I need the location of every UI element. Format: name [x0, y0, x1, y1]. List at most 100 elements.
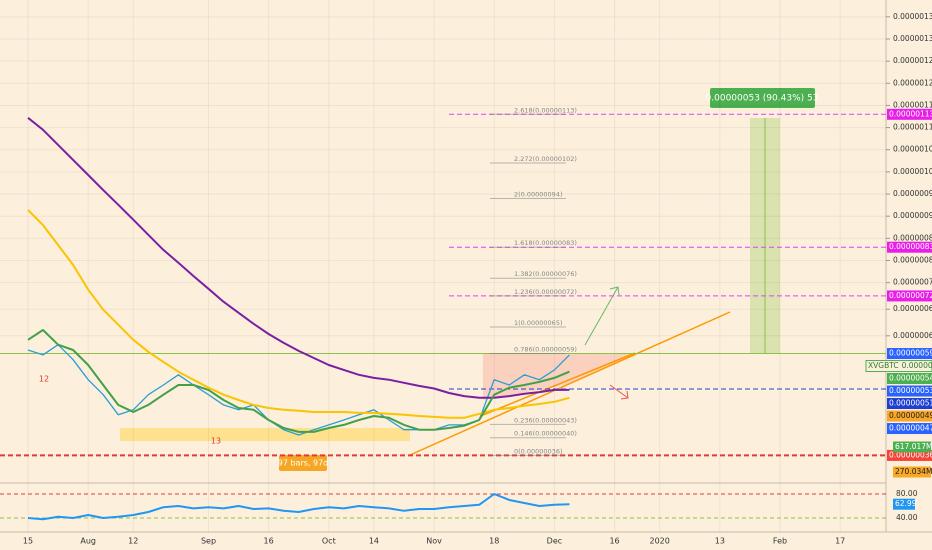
x-tick-label: 16 — [264, 537, 274, 546]
fib-label: 0.146(0.00000040) — [514, 430, 577, 438]
price-flag-value: 0.00000113 — [889, 109, 932, 118]
rsi-flag-box — [893, 498, 915, 510]
bars-range-label: 97 bars, 97d — [278, 459, 329, 468]
fib-label: 2(0.00000094) — [514, 190, 563, 198]
price-flag-box — [887, 241, 932, 253]
volume-flag-box — [893, 466, 931, 478]
price-flag-box — [887, 398, 932, 410]
arrow-down — [609, 384, 629, 399]
trend-line — [482, 352, 636, 416]
price-flag-label: 0.00000054 — [889, 374, 932, 383]
series-line — [27, 209, 570, 419]
price-flag-box — [887, 423, 932, 435]
fib-label: 1.382(0.00000076) — [514, 270, 577, 278]
price-flag-value: 0.00000036 — [889, 450, 932, 459]
price-flag-box — [887, 348, 932, 360]
price-flag: 0.00000113 — [887, 108, 932, 120]
x-tick-label: 17 — [835, 537, 845, 546]
x-tick-label: Oct — [322, 537, 336, 546]
price-flag-value: 0.00000083 — [889, 242, 932, 251]
marker: 12 — [39, 375, 49, 384]
price-flag-value: 0.00000059 — [889, 349, 932, 358]
price-flag-label: 0.00000053 — [889, 386, 932, 395]
y2-tick-label: 40.00 — [896, 513, 918, 522]
x-tick-label: Dec — [547, 537, 562, 546]
arrow-head — [620, 390, 629, 400]
price-flag: 0.00000036 — [887, 449, 932, 461]
marker: 13 — [211, 437, 221, 446]
price-flag-label: 0.00000051 — [889, 399, 932, 408]
price-flag-value: 0.00000059 — [902, 361, 932, 370]
y-tick-label: 0.00000069 — [893, 304, 932, 313]
price-flag-symbol: XVGBTC — [868, 361, 899, 370]
y-tick-label: 0.00000063 — [893, 331, 932, 340]
rsi-flag-label: 62.99 — [895, 499, 917, 508]
fib-label: 0(0.00000036) — [514, 447, 563, 455]
fib-label: 0.786(0.00000059) — [514, 346, 577, 354]
series-line — [27, 329, 570, 433]
fib-label: 1.618(0.00000083) — [514, 239, 577, 247]
y-tick-label: 0.00000105 — [893, 145, 932, 154]
x-tick-label: Aug — [80, 537, 96, 546]
measure-label-box — [710, 88, 815, 108]
price-flag: 0.00000054 — [887, 373, 932, 385]
price-flag-value: 0.00000053 — [889, 386, 932, 395]
fib-label: 1(0.00000065) — [514, 319, 563, 327]
price-flag-label: 0.00000059 — [889, 349, 932, 358]
x-tick-label: 14 — [369, 537, 379, 546]
arrow-head — [609, 286, 620, 296]
price-flag-label: 0.00000036 — [889, 450, 932, 459]
price-flag-value: 0.00000049 — [889, 411, 932, 420]
x-tick-label: 13 — [715, 537, 725, 546]
price-flag-box — [887, 410, 932, 422]
x-tick-label: 18 — [489, 537, 499, 546]
x-tick-label: Nov — [426, 537, 442, 546]
price-flag-box — [887, 373, 932, 385]
range-box — [120, 428, 410, 441]
x-tick-label: Feb — [773, 537, 787, 546]
price-flag-box — [887, 290, 932, 302]
price-flag-box — [887, 108, 932, 120]
fib-label: 0.236(0.00000043) — [514, 416, 577, 424]
price-flag: 0.00000059 — [887, 348, 932, 360]
y-tick-label: 0.00000075 — [893, 278, 932, 287]
y-tick-label: 0.00000115 — [893, 100, 932, 109]
x-tick-label: Sep — [201, 537, 216, 546]
bars-range-box — [279, 455, 327, 471]
price-flag-label: 0.00000083 — [889, 242, 932, 251]
price-flag: 0.00000051 — [887, 398, 932, 410]
fib-label: 2.618(0.00000113) — [514, 106, 577, 114]
measure-label: 0.00000053 (90.43%) 53 — [706, 94, 819, 104]
price-flag-value: 0.00000051 — [889, 399, 932, 408]
volume-flag-box — [893, 441, 931, 453]
price-flag-value: 0.00000054 — [889, 374, 932, 383]
series-line — [27, 493, 570, 521]
y-tick-label: 0.00000085 — [893, 233, 932, 242]
price-flag-value: 0.00000072 — [889, 291, 932, 300]
x-tick-label: 15 — [23, 537, 33, 546]
fib-label: 2.272(0.00000102) — [514, 155, 577, 163]
price-flag-box — [887, 385, 932, 397]
price-flag-box — [887, 449, 932, 461]
y-tick-label: 0.00000135 — [893, 12, 932, 21]
volume-flag-label: 617.017M — [895, 442, 932, 451]
price-flag-value: 0.00000047 — [889, 424, 932, 433]
price-flag: 0.00000049 — [887, 410, 932, 422]
x-tick-label: 16 — [609, 537, 619, 546]
price-flag: 0.00000083 — [887, 241, 932, 253]
volume-flag-label: 270.034M — [895, 467, 932, 476]
arrow-up — [584, 286, 619, 346]
price-flag-box — [865, 360, 932, 373]
y2-tick-label: 80.00 — [896, 489, 918, 498]
